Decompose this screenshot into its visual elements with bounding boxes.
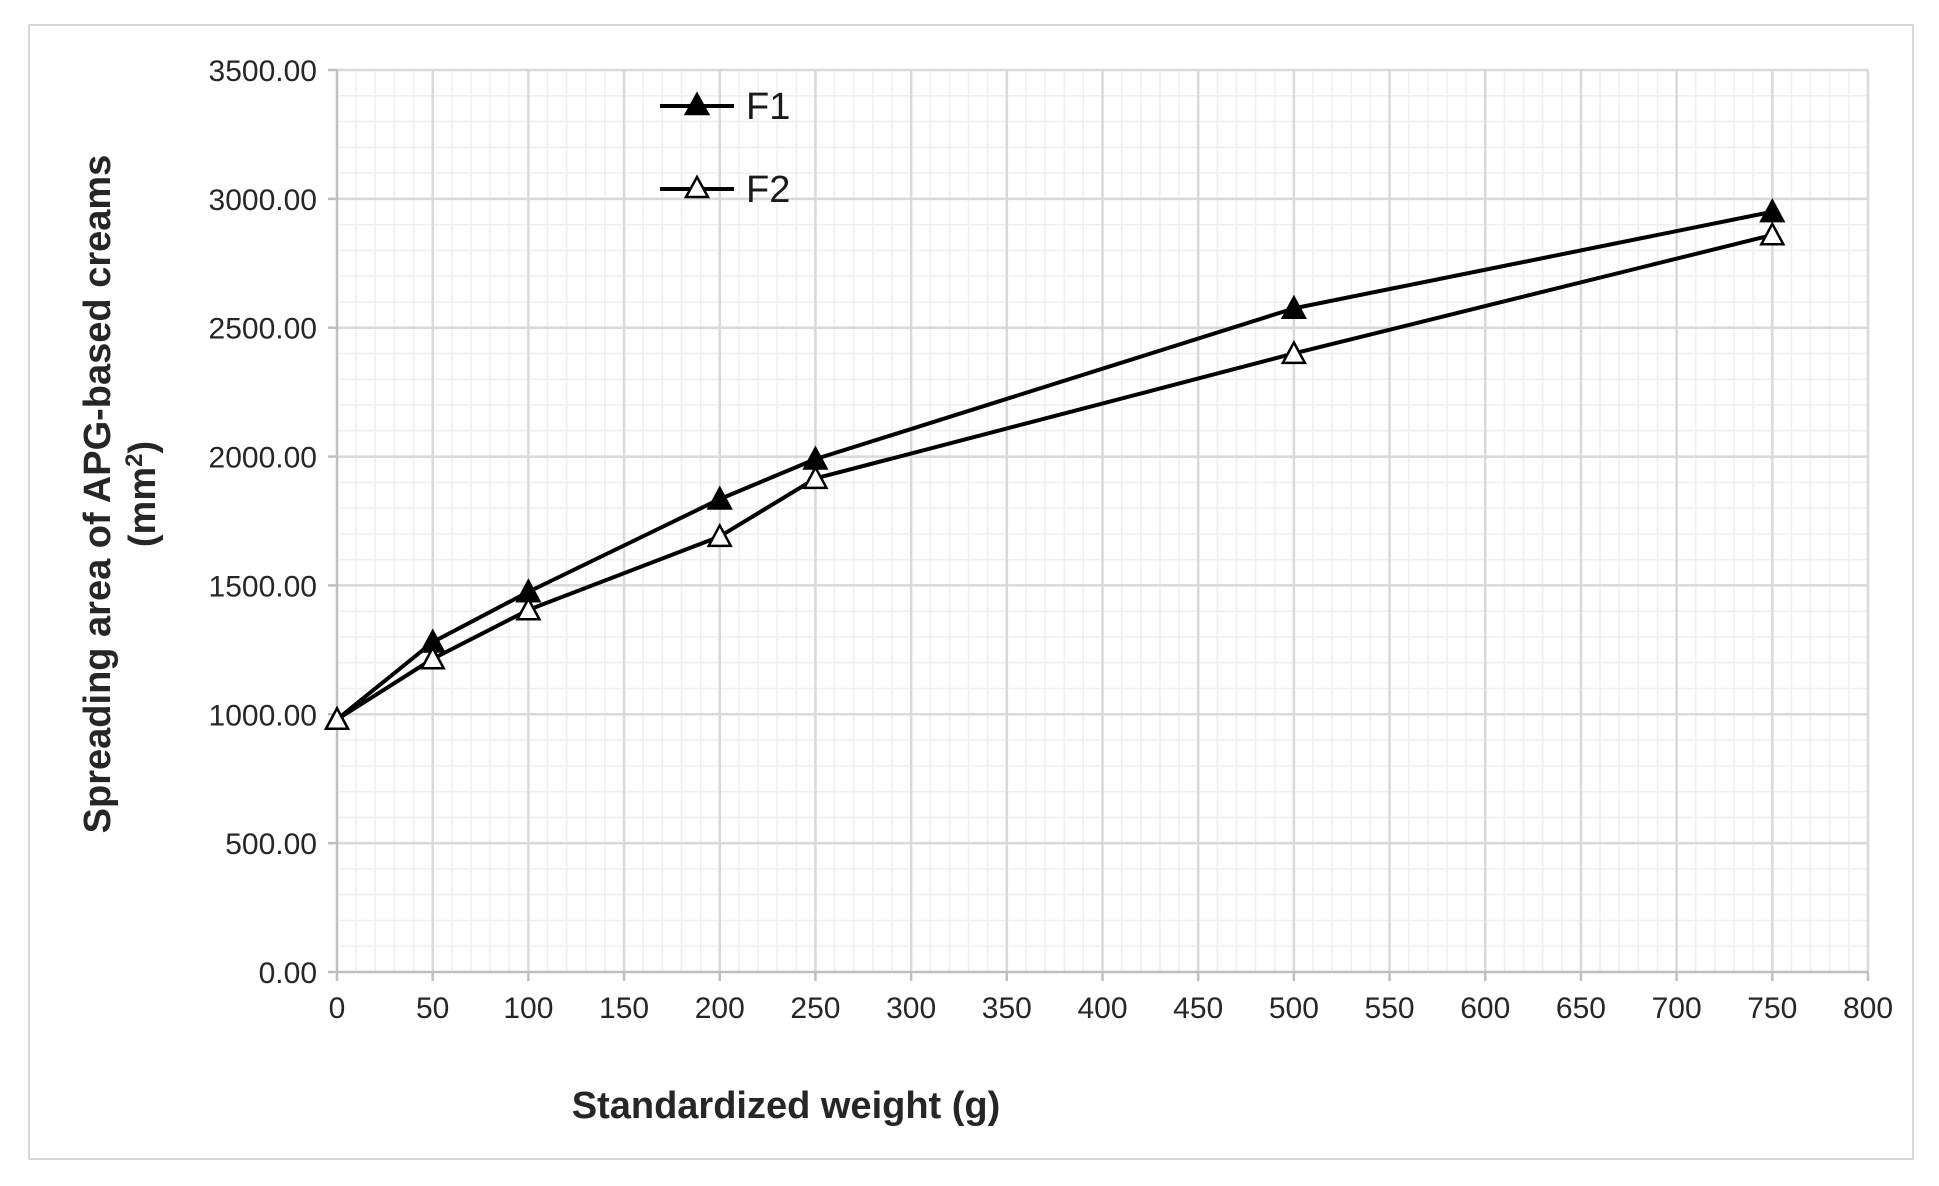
x-tick-label: 500 xyxy=(1269,992,1319,1025)
series-f2-point xyxy=(1759,221,1786,246)
x-tick-label: 300 xyxy=(886,992,936,1025)
series-f2-point xyxy=(419,645,446,670)
y-tick-label: 1000.00 xyxy=(209,699,317,732)
y-axis-title-superscript: 2 xyxy=(121,454,148,467)
x-axis-title: Standardized weight (g) xyxy=(572,1085,1001,1127)
y-axis-title-line1: Spreading area of APG-based creams xyxy=(77,155,119,834)
series-f1-point xyxy=(706,485,733,510)
x-tick-label: 750 xyxy=(1747,992,1797,1025)
x-tick-label: 600 xyxy=(1460,992,1510,1025)
x-tick-label: 450 xyxy=(1173,992,1223,1025)
y-tick-label: 1500.00 xyxy=(209,570,317,603)
y-tick-label: 2500.00 xyxy=(209,313,317,346)
legend: F1 F2 xyxy=(660,86,790,211)
y-tick-label: 2000.00 xyxy=(209,442,317,475)
legend-label-f2: F2 xyxy=(746,169,790,211)
x-tick-label: 0 xyxy=(329,992,346,1025)
x-tick-label: 50 xyxy=(416,992,449,1025)
x-tick-labels: 0 50 100 150 200 250 300 350 400 450 500 550 600 650 7… xyxy=(329,992,1893,1025)
x-tick-label: 650 xyxy=(1556,992,1606,1025)
legend-label-f1: F1 xyxy=(746,86,790,128)
series-f2-point xyxy=(802,464,829,490)
y-tick-label: 500.00 xyxy=(225,828,317,861)
series-f1-point xyxy=(1759,198,1786,223)
x-tick-label: 400 xyxy=(1077,992,1127,1025)
x-tick-label: 700 xyxy=(1652,992,1702,1025)
axes xyxy=(328,68,1870,981)
legend-marker-f1 xyxy=(683,91,711,116)
y-tick-label: 3000.00 xyxy=(209,184,317,217)
series-layer xyxy=(323,198,1786,731)
x-tick-label: 200 xyxy=(695,992,745,1025)
major-grid xyxy=(337,68,1870,972)
y-tick-label: 0.00 xyxy=(259,957,317,990)
series-f2-point xyxy=(1280,339,1307,365)
y-axis-title-unit: (mm xyxy=(122,467,164,547)
series-f2-point xyxy=(323,705,351,731)
y-axis-title-line2: (mm2) xyxy=(121,441,165,547)
x-tick-label: 250 xyxy=(790,992,840,1025)
x-tick-label: 800 xyxy=(1843,992,1893,1025)
series-f2-point xyxy=(706,522,733,548)
y-axis-title-close: ) xyxy=(122,441,164,454)
series-f2-point xyxy=(515,596,542,621)
legend-marker-f2 xyxy=(683,174,711,199)
legend-item-f2: F2 xyxy=(660,169,790,211)
series-f2-line xyxy=(335,232,1773,722)
legend-item-f1: F1 xyxy=(660,86,790,128)
y-tick-label: 3500.00 xyxy=(209,55,317,88)
x-tick-label: 350 xyxy=(982,992,1032,1025)
y-tick-labels: 0.00 500.00 1000.00 1500.00 2000.00 2500.00 30… xyxy=(209,55,317,990)
chart-svg: 0 50 100 150 200 250 300 350 400 450 500 550 600 650 7… xyxy=(77,55,1893,1127)
y-axis-title-group: Spreading area of APG-based creams xyxy=(77,155,119,834)
x-tick-label: 150 xyxy=(599,992,649,1025)
chart-frame: 0 50 100 150 200 250 300 350 400 450 500 550 600 650 7… xyxy=(28,24,1914,1160)
y-axis-title-group-2: (mm2) xyxy=(121,441,165,547)
x-tick-label: 100 xyxy=(503,992,553,1025)
series-f1-point xyxy=(1280,294,1307,319)
x-tick-label: 550 xyxy=(1365,992,1415,1025)
